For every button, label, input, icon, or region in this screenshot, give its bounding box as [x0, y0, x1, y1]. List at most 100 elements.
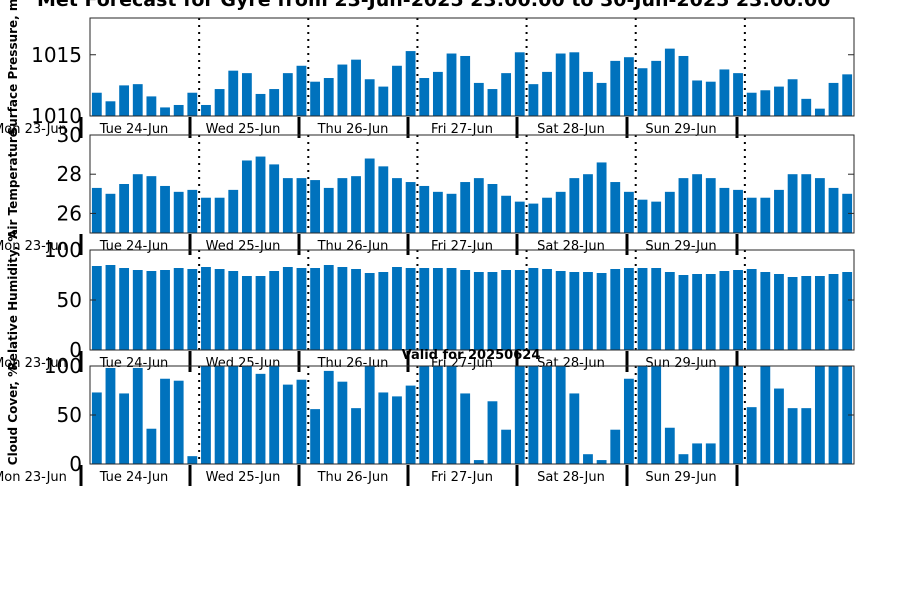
bar: [337, 381, 348, 464]
bar: [446, 268, 457, 350]
y-tick-label: 50: [57, 288, 82, 312]
bar: [651, 201, 662, 233]
bar: [610, 269, 621, 350]
bar: [501, 73, 512, 117]
bar: [787, 277, 798, 350]
bottom-panel-title: Valid for 20250624: [402, 348, 541, 363]
y-tick-label: 1015: [31, 43, 82, 67]
x-day-label: Tue 24-Jun: [99, 239, 169, 254]
bar: [432, 366, 443, 464]
plot-frame: [89, 17, 855, 117]
bar: [542, 269, 552, 350]
y-axis-label: Cloud Cover, %: [6, 365, 20, 465]
x-day-label: Tue 24-Jun: [99, 122, 169, 137]
bar: [514, 201, 525, 233]
x-day-label: Fri 27-Jun: [431, 122, 493, 137]
bar: [310, 409, 321, 464]
bar: [405, 182, 416, 233]
bar: [119, 184, 130, 233]
bar: [801, 408, 812, 464]
bar: [555, 271, 566, 350]
bar: [473, 460, 484, 464]
bar: [282, 178, 293, 233]
bar: [228, 70, 239, 116]
y-tick-label: 1010: [31, 104, 82, 128]
bar: [801, 276, 812, 350]
bar: [801, 98, 812, 116]
bar: [228, 366, 239, 464]
bar: [664, 272, 675, 350]
bar: [623, 268, 634, 350]
bar: [432, 191, 443, 233]
y-tick-label: 26: [57, 201, 82, 225]
y-tick-label: 100: [44, 238, 82, 262]
bar: [705, 274, 716, 350]
bar: [555, 53, 566, 116]
bar: [596, 162, 607, 233]
bar: [637, 199, 648, 233]
bar: [214, 197, 225, 233]
x-day-label: Thu 26-Jun: [317, 470, 389, 485]
bar: [214, 269, 225, 350]
bar: [487, 89, 498, 116]
bar: [269, 366, 280, 464]
bar: [623, 191, 634, 233]
bar: [269, 164, 280, 233]
bar: [733, 366, 743, 464]
bar: [255, 373, 266, 464]
x-day-label: Wed 25-Jun: [206, 470, 281, 485]
bar: [187, 269, 198, 350]
bar: [337, 64, 348, 116]
bar: [828, 187, 839, 233]
bar: [583, 71, 593, 116]
bar: [583, 174, 593, 233]
bar: [241, 366, 252, 464]
x-day-label: Fri 27-Jun: [431, 470, 493, 485]
x-day-label: Mon 23-Jun: [0, 470, 67, 485]
y-axis-label: Relative Humidity, %: [6, 230, 20, 371]
bar: [364, 273, 375, 350]
bar: [201, 366, 211, 464]
x-day-label: Tue 24-Jun: [99, 470, 169, 485]
bar: [378, 166, 389, 233]
bar: [692, 174, 703, 233]
y-tick-label: 0: [69, 452, 82, 476]
bar: [132, 84, 143, 116]
x-day-label: Sun 29-Jun: [645, 356, 716, 371]
bar: [351, 59, 361, 116]
bar: [637, 68, 648, 116]
bar: [814, 276, 825, 350]
x-day-label: Sun 29-Jun: [645, 122, 716, 137]
bar: [651, 366, 662, 464]
bar: [432, 268, 443, 350]
bar: [392, 267, 402, 350]
bar: [842, 366, 853, 464]
bar: [514, 270, 525, 350]
bar: [678, 275, 689, 350]
bar: [814, 178, 825, 233]
bar: [105, 367, 116, 464]
bar: [228, 271, 239, 350]
bar: [323, 370, 334, 464]
bar: [187, 456, 198, 464]
x-day-label: Sat 28-Jun: [537, 356, 605, 371]
x-day-label: Wed 25-Jun: [206, 239, 281, 254]
bar: [760, 272, 771, 350]
bar: [364, 366, 375, 464]
bar: [760, 197, 771, 233]
bar: [705, 178, 716, 233]
bar: [187, 92, 198, 116]
bar: [705, 443, 716, 464]
bar: [91, 392, 102, 464]
bar: [651, 60, 662, 117]
bar: [460, 393, 471, 464]
bar: [446, 53, 457, 116]
bar: [569, 272, 580, 350]
bar: [201, 267, 211, 350]
bar: [705, 81, 716, 116]
bar: [323, 78, 334, 116]
bar: [514, 52, 525, 116]
bar: [733, 189, 743, 233]
